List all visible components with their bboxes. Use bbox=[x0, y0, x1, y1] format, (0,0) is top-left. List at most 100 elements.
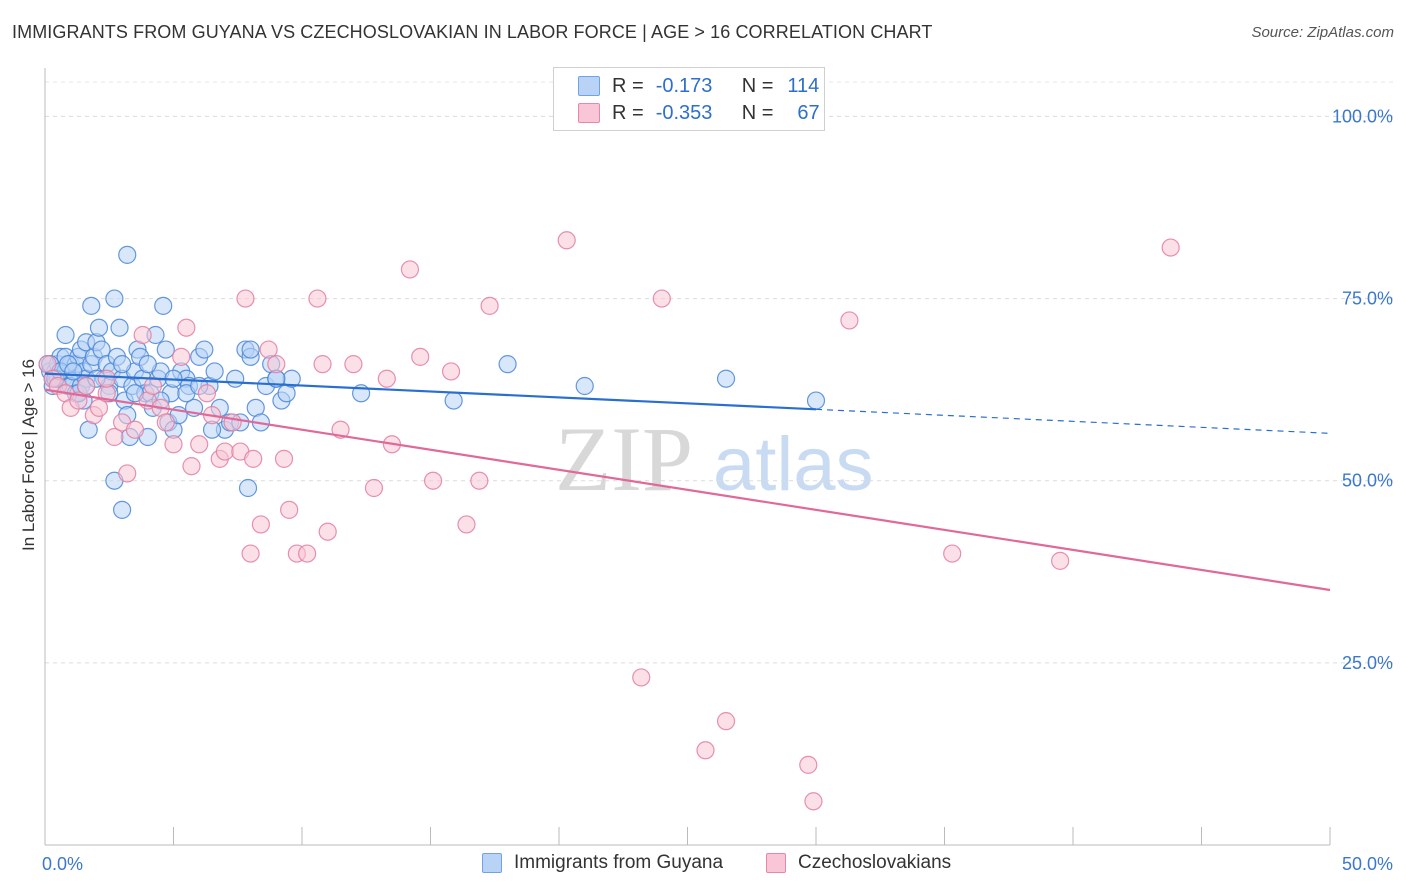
data-point bbox=[274, 449, 294, 468]
czechoslovakian-n-value: 67 bbox=[797, 101, 820, 124]
data-point bbox=[480, 296, 499, 315]
data-point bbox=[308, 289, 327, 308]
data-point bbox=[190, 435, 209, 454]
x-tick-label: 0.0% bbox=[42, 854, 83, 874]
data-point bbox=[195, 340, 214, 359]
data-point bbox=[696, 741, 715, 760]
data-point bbox=[280, 500, 299, 519]
guyana-swatch bbox=[578, 76, 600, 96]
y-tick-label: 50.0% bbox=[1342, 471, 1393, 491]
data-point bbox=[943, 544, 962, 563]
data-point bbox=[1051, 551, 1070, 570]
czechoslovakian-swatch bbox=[578, 103, 600, 123]
data-point bbox=[236, 289, 255, 308]
data-point bbox=[133, 325, 152, 345]
stats-legend: R = -0.173 N = 114 R = -0.353 N = 67 bbox=[553, 67, 825, 131]
data-point bbox=[716, 369, 736, 388]
data-point bbox=[82, 296, 101, 315]
data-point bbox=[804, 792, 823, 811]
data-point bbox=[172, 347, 191, 366]
data-point bbox=[298, 544, 317, 563]
trend-line-extension-0 bbox=[815, 408, 1331, 434]
data-point bbox=[164, 435, 183, 454]
data-point bbox=[64, 362, 83, 381]
trend-line-1 bbox=[44, 388, 1331, 592]
data-point bbox=[97, 369, 116, 388]
data-point bbox=[259, 340, 278, 359]
data-point bbox=[318, 522, 337, 541]
data-point bbox=[226, 369, 245, 388]
watermark-zip: ZIP bbox=[555, 408, 693, 510]
data-point bbox=[313, 355, 332, 374]
data-point bbox=[241, 340, 260, 359]
legend-row-guyana: R = -0.173 N = 114 bbox=[578, 73, 819, 99]
y-tick-label: 75.0% bbox=[1342, 289, 1393, 309]
legend-row-czechoslovakian: R = -0.353 N = 67 bbox=[578, 100, 820, 126]
data-point bbox=[125, 420, 145, 439]
data-point bbox=[118, 464, 137, 483]
data-point bbox=[182, 457, 201, 476]
data-point bbox=[652, 289, 671, 308]
data-point bbox=[799, 755, 818, 774]
data-point bbox=[470, 471, 489, 490]
data-point bbox=[138, 355, 157, 374]
czechoslovakian-r-value: -0.353 bbox=[655, 101, 713, 124]
data-point bbox=[377, 369, 396, 388]
chart-title: IMMIGRANTS FROM GUYANA VS CZECHOSLOVAKIA… bbox=[12, 22, 933, 42]
guyana-n-value: 114 bbox=[787, 74, 820, 97]
data-point bbox=[251, 515, 270, 534]
data-point bbox=[89, 318, 109, 337]
czechoslovakian-legend-label: Czechoslovakians bbox=[798, 852, 952, 873]
watermark-atlas: atlas bbox=[713, 422, 874, 507]
y-axis-label: In Labor Force | Age > 16 bbox=[19, 359, 38, 551]
data-point bbox=[112, 500, 132, 519]
data-point bbox=[156, 413, 175, 432]
data-point bbox=[197, 384, 217, 403]
data-point bbox=[716, 712, 736, 731]
source-label: Source: ZipAtlas.com bbox=[1251, 24, 1394, 41]
tick-labels: 25.0% 50.0% 75.0% 100.0% 0.0% 50.0% bbox=[42, 106, 1393, 874]
data-point bbox=[344, 355, 363, 374]
trend-lines bbox=[44, 372, 1331, 592]
y-tick-label: 25.0% bbox=[1342, 653, 1393, 673]
data-point bbox=[118, 245, 137, 264]
data-point bbox=[840, 311, 859, 330]
data-point bbox=[112, 355, 132, 374]
legend-item-czechoslovakian: Czechoslovakians bbox=[766, 852, 951, 874]
data-point bbox=[110, 318, 129, 337]
data-point bbox=[89, 398, 109, 417]
data-point bbox=[205, 362, 224, 381]
guyana-legend-swatch bbox=[482, 853, 502, 873]
data-point bbox=[56, 325, 75, 345]
data-point bbox=[806, 391, 826, 410]
axes bbox=[44, 68, 1331, 846]
data-point bbox=[154, 296, 173, 315]
data-point bbox=[241, 544, 260, 563]
data-point bbox=[244, 449, 263, 468]
legend-item-guyana: Immigrants from Guyana bbox=[482, 852, 723, 874]
data-point bbox=[267, 355, 286, 374]
data-point bbox=[444, 391, 463, 410]
data-point bbox=[105, 427, 124, 447]
data-point bbox=[400, 260, 420, 279]
series-czechoslovakian-points bbox=[38, 231, 1180, 811]
data-point bbox=[77, 376, 96, 396]
data-point bbox=[441, 362, 461, 381]
data-point bbox=[156, 340, 175, 359]
trend-line-0 bbox=[44, 372, 817, 411]
y-tick-label: 100.0% bbox=[1332, 106, 1393, 126]
data-point bbox=[498, 355, 517, 374]
data-point bbox=[411, 347, 430, 366]
data-point bbox=[105, 289, 124, 308]
guyana-r-value: -0.173 bbox=[655, 74, 713, 97]
data-point bbox=[177, 318, 196, 337]
data-point bbox=[423, 471, 443, 490]
r-label: R = bbox=[612, 74, 644, 97]
x-tick-label: 50.0% bbox=[1342, 854, 1393, 874]
czechoslovakian-legend-swatch bbox=[766, 853, 786, 873]
n-label: N = bbox=[741, 74, 774, 97]
data-point bbox=[557, 231, 576, 250]
data-point bbox=[364, 478, 384, 498]
data-point bbox=[143, 376, 163, 396]
